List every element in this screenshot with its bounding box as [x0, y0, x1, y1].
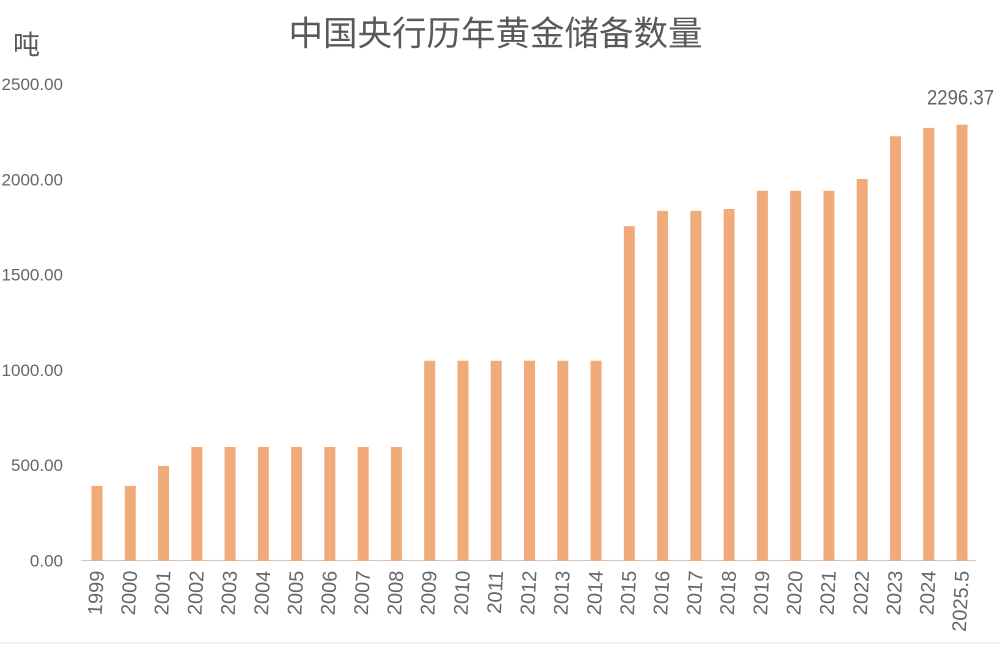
svg-text:2014: 2014	[584, 570, 608, 616]
svg-text:0.00: 0.00	[30, 552, 63, 571]
svg-text:2011: 2011	[484, 570, 508, 614]
svg-text:2017: 2017	[683, 570, 707, 616]
svg-text:2023: 2023	[883, 570, 907, 616]
svg-text:2021: 2021	[817, 570, 841, 616]
svg-text:2008: 2008	[384, 570, 408, 616]
svg-text:2004: 2004	[251, 570, 275, 616]
svg-text:2020: 2020	[783, 570, 807, 616]
svg-text:2000.00: 2000.00	[2, 171, 63, 190]
svg-text:2025.5: 2025.5	[949, 570, 974, 632]
svg-text:2500.00: 2500.00	[2, 75, 63, 94]
svg-text:2013: 2013	[550, 570, 574, 616]
svg-text:2002: 2002	[184, 570, 208, 616]
svg-text:2010: 2010	[451, 570, 475, 616]
svg-text:2015: 2015	[617, 570, 641, 616]
svg-text:2003: 2003	[218, 570, 242, 616]
svg-text:2006: 2006	[317, 570, 341, 616]
svg-text:2019: 2019	[750, 570, 774, 616]
svg-text:2007: 2007	[351, 570, 375, 616]
svg-text:2009: 2009	[417, 570, 441, 616]
svg-text:2018: 2018	[717, 570, 741, 616]
svg-text:2005: 2005	[284, 570, 308, 616]
svg-text:500.00: 500.00	[11, 456, 63, 475]
svg-text:2000: 2000	[118, 570, 142, 616]
svg-text:1500.00: 1500.00	[2, 266, 63, 285]
svg-text:2024: 2024	[916, 570, 940, 616]
svg-text:1999: 1999	[85, 570, 109, 616]
svg-text:2001: 2001	[151, 570, 175, 616]
svg-text:1000.00: 1000.00	[2, 361, 63, 380]
svg-text:2022: 2022	[850, 570, 874, 616]
svg-text:2296.37: 2296.37	[927, 86, 994, 110]
svg-text:2016: 2016	[650, 570, 674, 616]
svg-text:2012: 2012	[517, 570, 541, 616]
